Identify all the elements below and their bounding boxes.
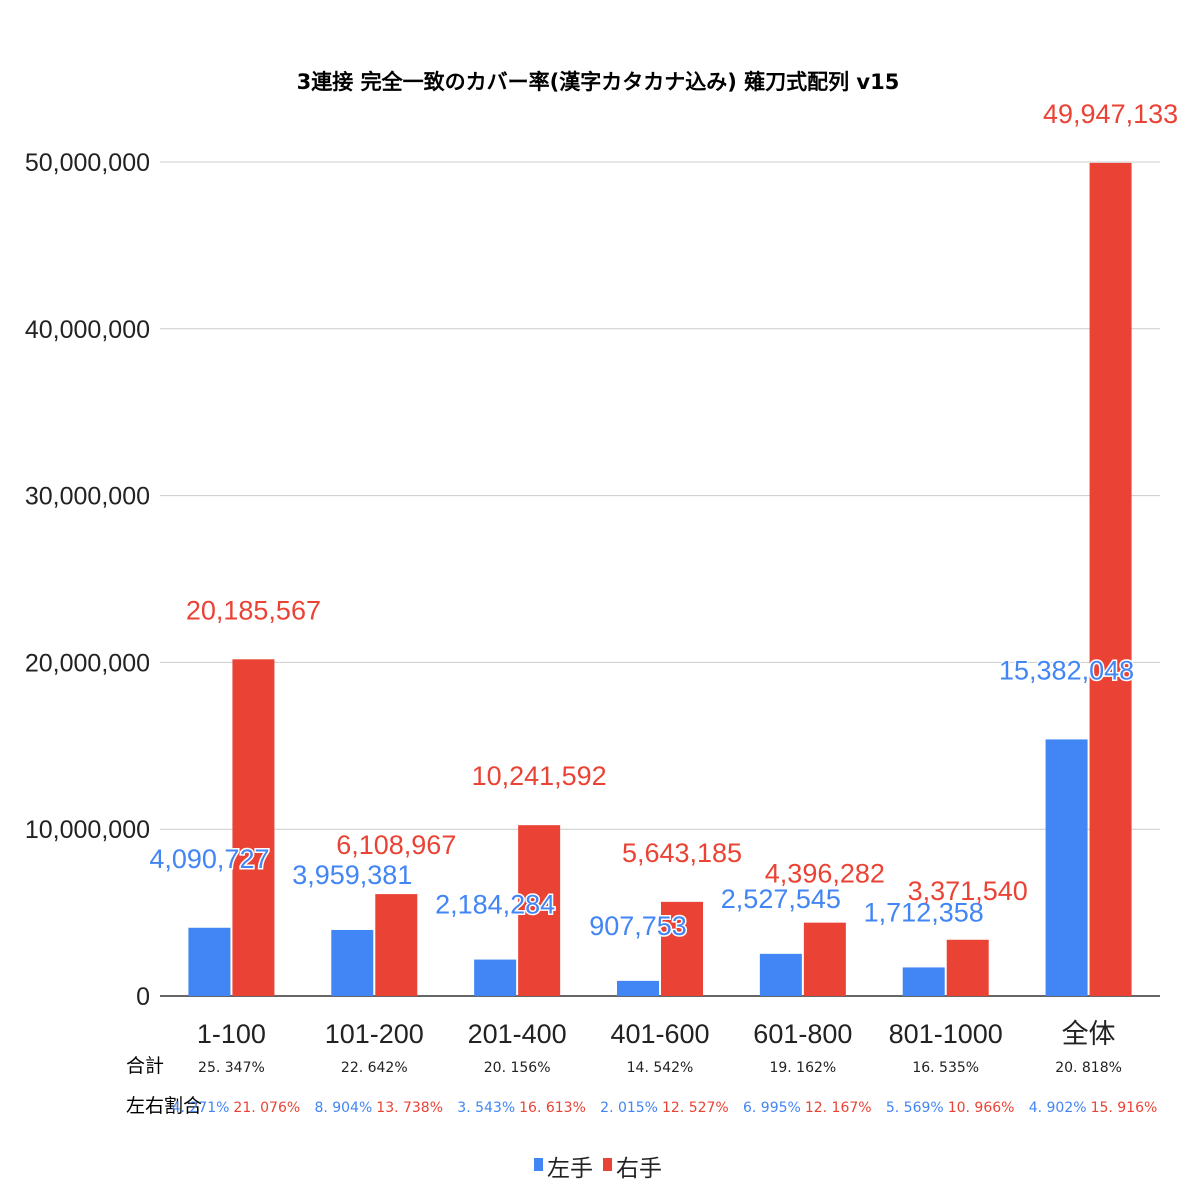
y-tick-label: 10,000,000 (25, 816, 150, 844)
total-value: 20. 818% (1055, 1060, 1122, 1076)
data-label-left: 15,382,048 (999, 655, 1134, 685)
ratio-right-value: 15. 916% (1091, 1100, 1158, 1116)
bar-right (375, 894, 418, 996)
ratio-right-value: 13. 738% (376, 1100, 443, 1116)
x-tick-label: 201-400 (468, 1019, 567, 1049)
data-label-left: 1,712,358 (864, 897, 984, 927)
legend-right-label: 右手 (616, 1156, 662, 1182)
bar-right (803, 922, 846, 996)
x-tick-label: 1-100 (197, 1019, 266, 1049)
bar-left (617, 980, 659, 996)
bars (188, 162, 1132, 996)
total-value: 14. 542% (627, 1060, 694, 1076)
x-tick-label: 101-200 (325, 1019, 424, 1049)
bar-right (1089, 162, 1132, 996)
ratio-row-label: 左右割合 (126, 1095, 202, 1117)
total-value: 22. 642% (341, 1060, 408, 1076)
data-label-left: 2,184,284 (435, 890, 555, 920)
ratio-left-value: 2. 015% (600, 1100, 658, 1116)
y-tick-label: 40,000,000 (25, 316, 150, 344)
y-tick-label: 20,000,000 (25, 649, 150, 677)
data-label-right: 49,947,133 (1043, 99, 1178, 129)
bar-left (331, 929, 374, 996)
data-label-left: 907,753 (589, 911, 687, 941)
bar-right (518, 825, 561, 996)
y-tick-label: 50,000,000 (25, 149, 150, 177)
data-label-right: 10,241,592 (472, 761, 607, 791)
ratio-right-value: 12. 167% (805, 1100, 872, 1116)
bar-left (759, 953, 802, 996)
y-tick-label: 0 (136, 983, 150, 1011)
legend: 左手 右手 (534, 1156, 662, 1182)
ratio-left-value: 4. 271% (172, 1100, 230, 1116)
total-value: 25. 347% (198, 1060, 265, 1076)
bar-left (188, 927, 231, 996)
data-label-right: 4,396,282 (765, 859, 885, 889)
ratio-left-value: 5. 569% (886, 1100, 944, 1116)
x-tick-label: 801-1000 (889, 1019, 1003, 1049)
data-label-left: 4,090,727 (149, 844, 269, 874)
bar-left (474, 959, 517, 996)
data-label-left: 2,527,545 (721, 884, 841, 914)
bar-right (946, 939, 989, 996)
x-axis-ticks: 1-100 101-200 201-400 401-600 601-800 801-100… (197, 1019, 1116, 1049)
total-value: 19. 162% (769, 1060, 836, 1076)
ratio-right-value: 12. 527% (662, 1100, 729, 1116)
data-label-right: 3,371,540 (908, 876, 1028, 906)
bar-left (1045, 739, 1088, 996)
ratio-right-value: 21. 076% (233, 1100, 300, 1116)
data-label-right: 6,108,967 (336, 830, 456, 860)
ratio-left-value: 4. 902% (1029, 1100, 1087, 1116)
total-row-label: 合計 (126, 1055, 164, 1077)
total-value: 16. 535% (912, 1060, 979, 1076)
x-tick-label: 全体 (1062, 1019, 1116, 1049)
summary-table: 合計 左右割合 25. 347% 4. 271% 21. 076% 22. 642% 8… (126, 1055, 1157, 1117)
ratio-left-value: 8. 904% (314, 1100, 372, 1116)
ratio-right-value: 16. 613% (519, 1100, 586, 1116)
ratio-left-value: 6. 995% (743, 1100, 801, 1116)
data-label-right: 20,185,567 (186, 595, 321, 625)
legend-right-swatch (603, 1158, 612, 1171)
y-tick-label: 30,000,000 (25, 483, 150, 511)
chart-title: 3連接 完全一致のカバー率(漢字カタカナ込み) 薙刀式配列 v15 (297, 70, 900, 94)
data-label-left: 3,959,381 (292, 860, 412, 890)
data-label-right: 5,643,185 (622, 838, 742, 868)
legend-left-swatch (534, 1158, 543, 1171)
x-tick-label: 601-800 (753, 1019, 852, 1049)
ratio-left-value: 3. 543% (457, 1100, 515, 1116)
x-tick-label: 401-600 (610, 1019, 709, 1049)
bar-right (661, 901, 703, 996)
bar-right (232, 659, 275, 996)
gridlines (160, 161, 1160, 997)
legend-left-label: 左手 (547, 1156, 593, 1182)
total-value: 20. 156% (484, 1060, 551, 1076)
bar-left (902, 967, 945, 996)
y-axis-ticks: 0 10,000,000 20,000,000 30,000,000 40,000,00… (25, 149, 150, 1011)
ratio-right-value: 10. 966% (948, 1100, 1015, 1116)
